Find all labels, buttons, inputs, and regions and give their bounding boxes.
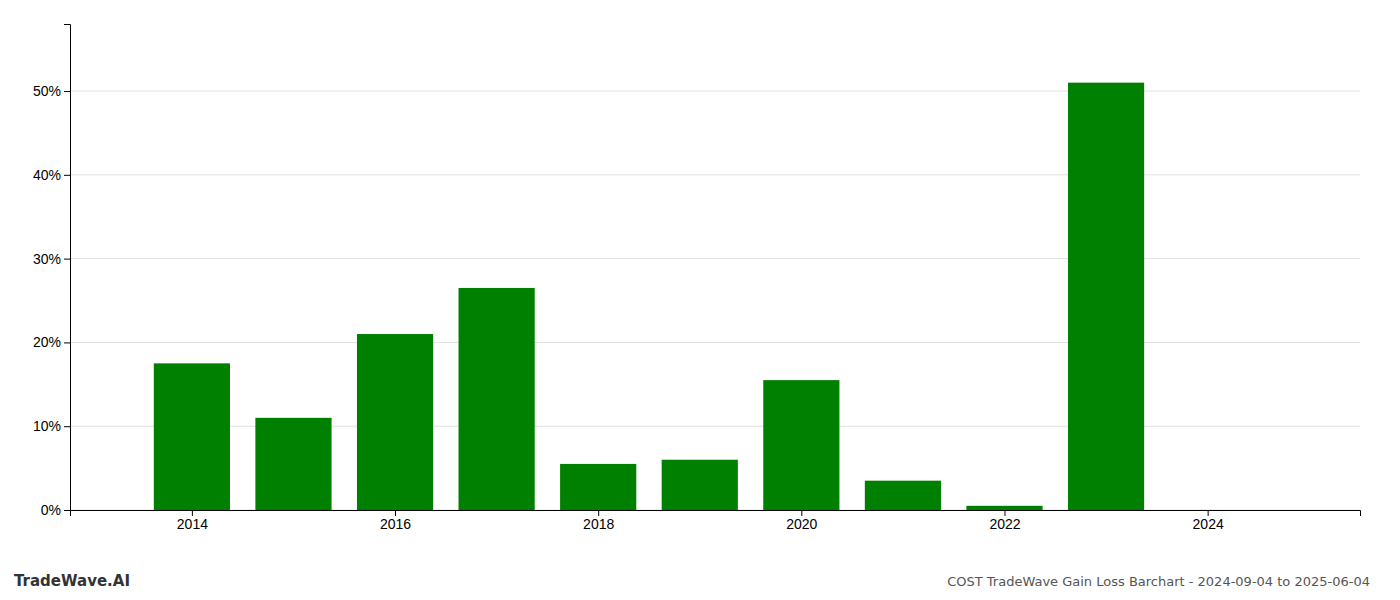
y-tick-mark [64,426,70,427]
grid-line [70,258,1360,259]
x-tick-label: 2018 [583,516,614,532]
grid-line [70,174,1360,175]
bar [865,481,941,510]
y-tick-mark [64,91,70,92]
x-tick: 2020 [786,510,817,532]
y-tick: 40% [33,167,70,183]
watermark: TradeWave.AI [14,572,130,590]
bar [662,460,738,510]
y-tick-mark [64,342,70,343]
bar [1068,83,1144,510]
bar [357,334,433,510]
chart: 2014 2016 2018 2020 2022 2024 0% 10% 20% 30% 40% 50… [0,0,1400,600]
y-axis: 0% 10% 20% 30% 40% 50% [33,25,71,518]
grid-line [70,91,1360,92]
y-tick-label: 40% [33,167,61,183]
bar [560,464,636,510]
title: COST TradeWave Gain Loss Barchart - 2024… [947,574,1370,589]
x-tick: 2024 [1193,510,1224,532]
y-tick-label: 10% [33,418,61,434]
bar [255,418,331,510]
grid-line [70,342,1360,343]
y-tick: 20% [33,334,70,350]
x-tick-label: 2024 [1193,516,1224,532]
plot: 2014 2016 2018 2020 2022 2024 0% 10% 20% 30% 40% 50… [33,25,1361,532]
x-tick: 2022 [989,510,1020,532]
bar [1170,510,1246,511]
x-tick: 2018 [583,510,614,532]
bar [763,380,839,510]
y-tick-mark [64,259,70,260]
x-axis-line [71,511,1361,517]
x-tick: 2014 [177,510,208,532]
x-tick-label: 2016 [380,516,411,532]
x-tick-label: 2020 [786,516,817,532]
x-tick: 2016 [380,510,411,532]
y-tick-label: 20% [33,334,61,350]
grid [70,91,1360,510]
bar [154,363,230,510]
y-tick-mark [64,510,70,511]
y-tick: 30% [33,251,70,267]
y-axis-line [64,25,71,511]
y-tick-label: 50% [33,83,61,99]
x-tick-label: 2014 [177,516,208,532]
x-tick-label: 2022 [989,516,1020,532]
y-tick: 10% [33,418,70,434]
y-tick: 0% [41,502,70,518]
y-tick: 50% [33,83,70,99]
bar [459,288,535,510]
bar [966,506,1042,510]
y-tick-label: 30% [33,251,61,267]
y-tick-label: 0% [41,502,61,518]
y-tick-mark [64,175,70,176]
bars [154,83,1144,510]
x-axis: 2014 2016 2018 2020 2022 2024 [71,510,1361,532]
